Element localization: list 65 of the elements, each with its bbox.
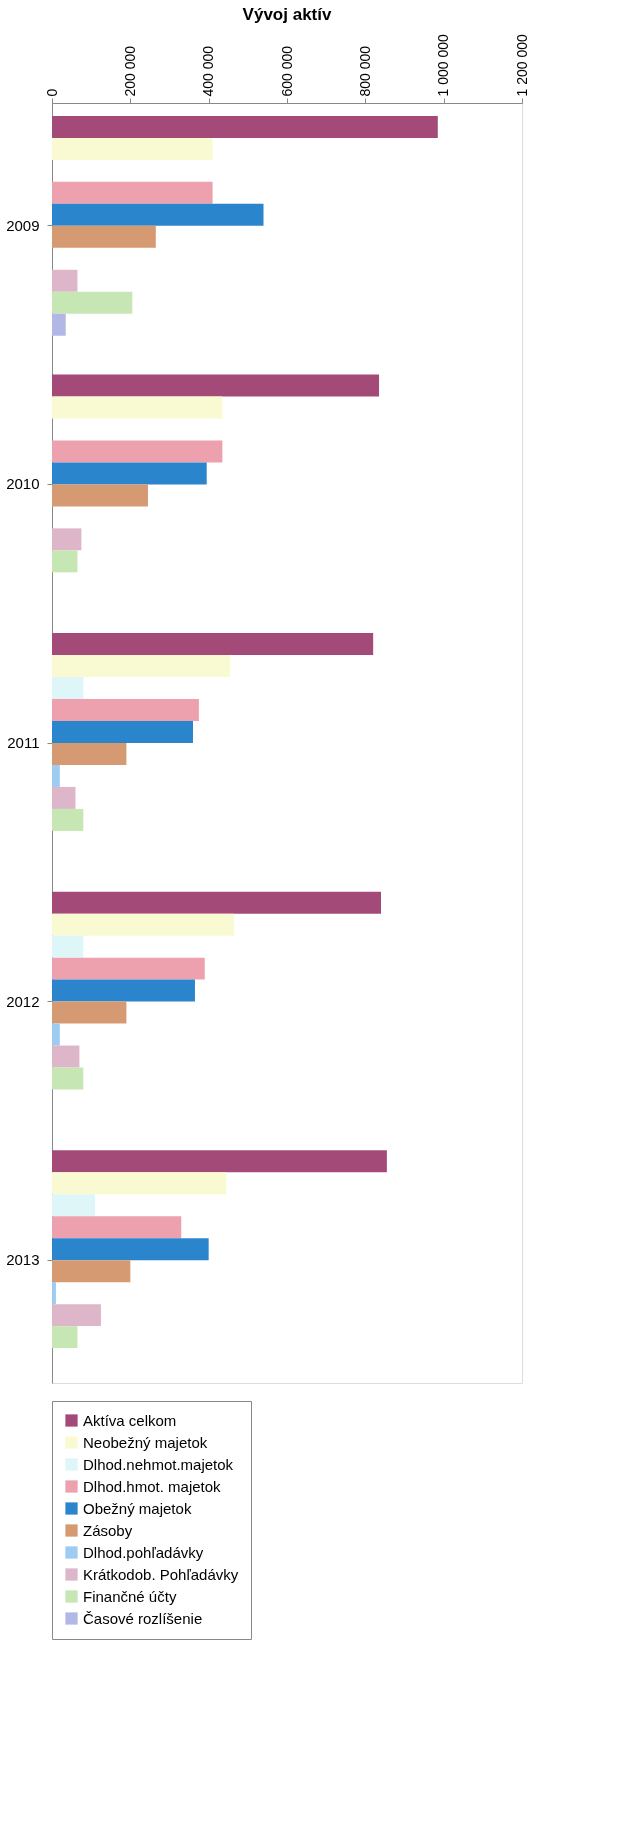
bar: [52, 913, 235, 936]
bar: [52, 979, 195, 1002]
bar: [52, 1238, 209, 1261]
bar: [52, 1067, 84, 1090]
bar: [52, 550, 78, 573]
bar: [52, 115, 438, 138]
bar: [52, 1216, 182, 1239]
bar: [52, 225, 156, 248]
bar: [52, 462, 207, 485]
bar: [52, 1260, 131, 1283]
bar: [52, 677, 84, 700]
x-tick-label: 1 000 000: [435, 34, 452, 97]
legend-label: Obežný majetok: [83, 1499, 192, 1517]
x-tick-label: 0: [43, 88, 60, 97]
bar: [52, 935, 84, 958]
bar: [52, 1023, 60, 1046]
bar: [52, 528, 82, 551]
bar: [52, 1001, 127, 1024]
legend-label: Finančné účty: [83, 1587, 177, 1605]
x-tick-label: 1 200 000: [513, 34, 530, 97]
bar: [52, 764, 60, 787]
legend-label: Dlhod.hmot. majetok: [83, 1477, 222, 1495]
legend-label: Aktíva celkom: [83, 1411, 177, 1429]
bar: [52, 1045, 80, 1068]
bar: [52, 655, 231, 678]
bar: [52, 313, 66, 336]
bar: [52, 396, 223, 419]
x-tick-label: 800 000: [356, 45, 373, 97]
bar: [52, 374, 380, 397]
bar: [52, 808, 84, 831]
bar: [52, 743, 127, 765]
y-tick-label: 2010: [6, 475, 40, 493]
x-tick-label: 200 000: [121, 45, 138, 97]
bar: [52, 269, 78, 292]
y-tick-label: 2013: [6, 1251, 40, 1269]
bar: [52, 786, 76, 809]
legend-label: Krátkodob. Pohľadávky: [83, 1565, 239, 1583]
y-tick-label: 2009: [6, 216, 40, 234]
bar: [52, 137, 213, 160]
bar: [52, 1194, 96, 1217]
y-tick-label: 2011: [7, 734, 40, 751]
bar: [52, 1150, 387, 1173]
x-tick-label: 400 000: [200, 45, 217, 97]
bar: [52, 699, 199, 722]
bar: [52, 633, 374, 656]
bar: [52, 1172, 227, 1195]
legend-label: Dlhod.pohľadávky: [83, 1543, 204, 1561]
bar: [52, 891, 381, 914]
y-tick-label: 2012: [6, 992, 40, 1010]
bar: [52, 1282, 56, 1305]
legend-label: Zásoby: [83, 1521, 133, 1539]
bar: [52, 181, 213, 204]
bar: [52, 203, 264, 226]
bar: [52, 721, 193, 743]
chart-title: Vývoj aktív: [242, 4, 332, 24]
bar: [52, 957, 205, 980]
legend-label: Dlhod.nehmot.majetok: [83, 1455, 234, 1473]
bar: [52, 291, 133, 314]
legend-label: Neobežný majetok: [83, 1433, 208, 1451]
bar: [52, 440, 223, 463]
legend-label: Časové rozlíšenie: [83, 1609, 203, 1627]
bar: [52, 484, 148, 507]
bar: [52, 1326, 78, 1349]
bar: [52, 1304, 101, 1327]
x-tick-label: 600 000: [278, 45, 295, 97]
